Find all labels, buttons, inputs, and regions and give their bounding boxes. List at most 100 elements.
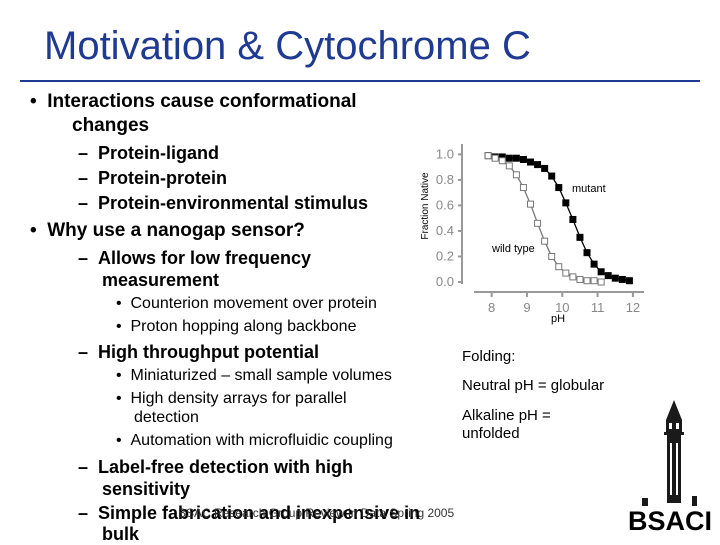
point-wild-type xyxy=(583,277,591,285)
sub-bullet-protein: – Protein-protein xyxy=(78,168,228,188)
x-axis-label: pH xyxy=(551,313,565,325)
folding-neutral: Neutral pH = globular xyxy=(462,377,605,394)
campanile-icon xyxy=(642,400,697,506)
item-counterion-text: Counterion movement over protein xyxy=(130,295,377,312)
y-tick-label: 0.2 xyxy=(436,248,454,263)
point-wild-type xyxy=(569,273,577,281)
point-wild-type xyxy=(519,184,527,192)
series-line-wild-type xyxy=(487,155,602,283)
point-mutant xyxy=(590,260,598,268)
y-tick-label: 0.4 xyxy=(436,223,454,238)
annotation-mutant: mutant xyxy=(572,183,606,195)
chart-axes xyxy=(461,144,644,293)
folding-alkaline-line-1: Alkaline pH = xyxy=(462,407,551,424)
sub-bullet-label-free-line-1: Label-free detection with high xyxy=(98,457,354,477)
footer-text: BSAC Research Group Review in Data Sprin… xyxy=(178,506,455,520)
point-mutant xyxy=(569,215,577,223)
sub-bullet-fabrication-line-1: Simple fabrication and inexpensive in xyxy=(98,503,421,523)
x-tick-label: 10 xyxy=(555,300,569,315)
point-mutant xyxy=(527,158,535,166)
sub-bullet-environmental-text: Protein-environmental stimulus xyxy=(98,193,369,213)
fraction-native-chart: 0.0 0.2 0.4 0.6 0.8 1.0 8 9 10 11 12 Fraction Nati… xyxy=(420,144,644,325)
item-miniaturized: • Miniaturized – small sample volumes xyxy=(116,367,392,384)
chart-ticks: 0.0 0.2 0.4 0.6 0.8 1.0 8 9 10 11 12 xyxy=(436,146,640,315)
point-wild-type xyxy=(562,269,570,277)
chart-series xyxy=(484,152,633,286)
bullet-1-line-2: changes xyxy=(72,115,150,136)
sub-bullet-frequency-line-2: measurement xyxy=(102,270,220,290)
point-wild-type xyxy=(576,275,584,283)
point-mutant xyxy=(541,164,549,172)
x-tick-label: 11 xyxy=(591,300,605,315)
point-wild-type xyxy=(498,157,506,165)
point-wild-type xyxy=(555,263,563,271)
item-proton: • Proton hopping along backbone xyxy=(116,318,357,335)
sub-bullet-label-free: – Label-free detection with high xyxy=(78,457,354,477)
folding-heading: Folding: xyxy=(462,348,516,365)
sub-bullet-fabrication: – Simple fabrication and inexpensive in xyxy=(78,503,421,523)
point-mutant xyxy=(604,272,612,280)
item-arrays: • High density arrays for parallel xyxy=(116,390,347,407)
sub-bullet-ligand-text: Protein-ligand xyxy=(98,143,220,163)
x-tick-label: 12 xyxy=(626,300,640,315)
point-mutant xyxy=(519,155,527,163)
point-wild-type xyxy=(534,219,542,227)
bullet-2-text: Why use a nanogap sensor? xyxy=(47,220,305,241)
point-wild-type xyxy=(484,152,492,160)
item-miniaturized-text: Miniaturized – small sample volumes xyxy=(130,367,392,384)
point-wild-type xyxy=(527,200,535,208)
point-mutant xyxy=(512,154,520,162)
point-mutant xyxy=(555,184,563,192)
bullet-1-line-1: Interactions cause conformational xyxy=(47,91,357,112)
sub-bullet-protein-text: Protein-protein xyxy=(98,168,228,188)
sub-bullet-label-free-line-2: sensitivity xyxy=(102,479,191,499)
folding-alkaline-line-2: unfolded xyxy=(462,425,520,442)
item-arrays-line-2: detection xyxy=(134,409,199,426)
point-mutant xyxy=(597,268,605,276)
point-mutant xyxy=(611,274,619,282)
sub-bullet-environmental: – Protein-environmental stimulus xyxy=(78,193,369,213)
y-axis-label: Fraction Native xyxy=(420,172,431,240)
series-line-mutant xyxy=(487,155,630,282)
sub-bullet-throughput: – High throughput potential xyxy=(78,342,319,362)
point-mutant xyxy=(583,249,591,257)
x-tick-label: 8 xyxy=(488,300,495,315)
y-tick-label: 0.6 xyxy=(436,197,454,212)
item-automation: • Automation with microfluidic coupling xyxy=(116,432,393,449)
slide-title: Motivation & Cytochrome C xyxy=(44,24,531,68)
bullet-2: • Why use a nanogap sensor? xyxy=(30,220,305,241)
sub-bullet-frequency-line-1: Allows for low frequency xyxy=(98,248,312,268)
point-wild-type xyxy=(590,277,598,285)
sub-bullet-throughput-text: High throughput potential xyxy=(98,342,319,362)
sub-bullet-fabrication-line-2: bulk xyxy=(102,524,140,544)
point-wild-type xyxy=(505,162,513,170)
annotation-wild-type: wild type xyxy=(491,243,535,255)
bullet-1: • Interactions cause conformational xyxy=(30,91,357,112)
item-proton-text: Proton hopping along backbone xyxy=(130,318,357,335)
point-wild-type xyxy=(541,237,549,245)
logo-text: BSACI xyxy=(628,506,712,536)
point-wild-type xyxy=(548,252,556,260)
sub-bullet-ligand: – Protein-ligand xyxy=(78,143,220,163)
point-mutant xyxy=(562,199,570,207)
point-mutant xyxy=(548,172,556,180)
point-mutant xyxy=(534,161,542,169)
item-counterion: • Counterion movement over protein xyxy=(116,295,377,312)
bsac-logo: BSACI xyxy=(628,400,712,536)
item-automation-text: Automation with microfluidic coupling xyxy=(130,432,393,449)
y-tick-label: 0.8 xyxy=(436,172,454,187)
item-arrays-line-1: High density arrays for parallel xyxy=(130,390,347,407)
point-mutant xyxy=(625,277,633,285)
point-mutant xyxy=(576,233,584,241)
point-wild-type xyxy=(597,278,605,286)
point-wild-type xyxy=(512,171,520,179)
point-mutant xyxy=(618,275,626,283)
point-mutant xyxy=(505,154,513,162)
y-tick-label: 1.0 xyxy=(436,146,454,161)
x-tick-label: 9 xyxy=(523,300,530,315)
point-wild-type xyxy=(491,154,499,162)
sub-bullet-frequency: – Allows for low frequency xyxy=(78,248,312,268)
y-tick-label: 0.0 xyxy=(436,274,454,289)
title-rule xyxy=(20,80,700,82)
